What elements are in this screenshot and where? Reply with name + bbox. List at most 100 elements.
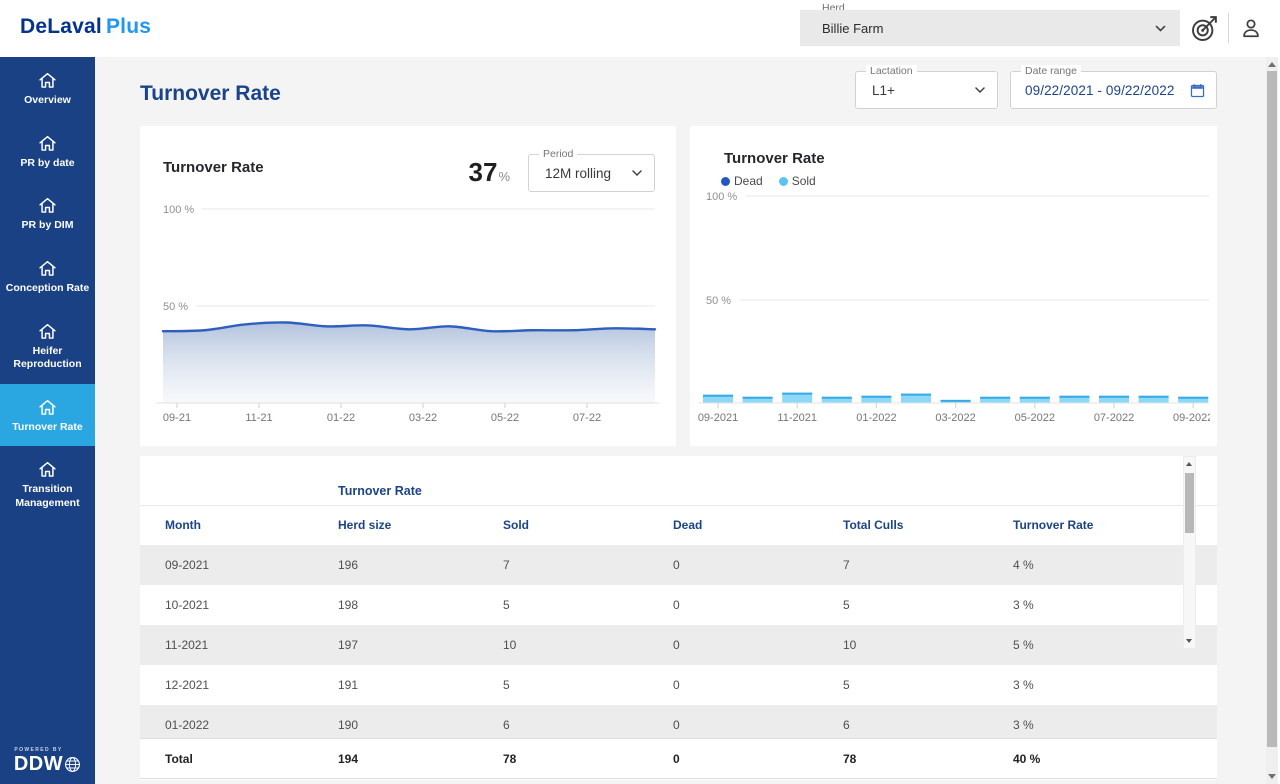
table-cell: 196: [338, 558, 359, 572]
sidebar-item-label: PR by date: [20, 156, 75, 169]
lactation-label: Lactation: [866, 65, 917, 77]
sidebar-item-conception-rate[interactable]: Conception Rate: [0, 245, 95, 308]
table-row: 12-2021 191 5 0 5 3 %: [140, 665, 1217, 705]
home-icon: [39, 462, 56, 478]
total-cell: 194: [338, 751, 359, 766]
table-cell: 11-2021: [165, 638, 209, 652]
globe-icon: [65, 757, 81, 772]
kpi-unit: %: [498, 169, 510, 184]
scroll-down-icon[interactable]: [1268, 774, 1276, 779]
svg-text:11-21: 11-21: [245, 412, 272, 424]
svg-text:11-2021: 11-2021: [777, 412, 817, 424]
svg-text:07-22: 07-22: [573, 412, 601, 424]
table-cell: 5: [503, 598, 510, 612]
period-value: 12M rolling: [545, 165, 612, 181]
total-cell: Total: [165, 751, 193, 766]
logo-plus: Plus: [105, 15, 152, 38]
home-icon: [39, 198, 56, 214]
sidebar-item-transition-management[interactable]: Transition Management: [0, 446, 95, 522]
herd-select-value: Billie Farm: [822, 20, 884, 36]
turnover-rate-bar-card: Turnover Rate Dead Sold 100 % 50 % 09-2021 1…: [690, 126, 1217, 446]
page-scrollbar-thumb[interactable]: [1267, 71, 1277, 747]
chevron-down-icon: [975, 87, 985, 93]
svg-text:09-21: 09-21: [163, 412, 191, 424]
logo-delaval: DeLaval: [20, 15, 102, 38]
user-icon[interactable]: [1238, 15, 1264, 41]
sidebar-item-heifer-reproduction[interactable]: Heifer Reproduction: [0, 308, 95, 384]
column-header: Dead: [673, 518, 703, 532]
table-divider: [140, 505, 1217, 506]
table-cell: 10: [843, 638, 857, 652]
home-icon: [39, 323, 56, 339]
table-cell: 5 %: [1013, 638, 1034, 652]
sidebar-item-pr-by-date[interactable]: PR by date: [0, 120, 95, 183]
legend-item-dead[interactable]: Dead: [721, 174, 763, 188]
app-header: DeLaval Plus Herd Billie Farm: [0, 0, 1280, 57]
svg-text:100 %: 100 %: [163, 204, 194, 216]
table-cell: 3 %: [1013, 598, 1034, 612]
main-content: Turnover Rate Lactation L1+ Date range 0…: [95, 57, 1266, 784]
period-label: Period: [539, 148, 578, 160]
home-icon: [39, 399, 56, 415]
legend-dot: [778, 176, 788, 186]
scroll-up-icon[interactable]: [1268, 62, 1276, 67]
svg-text:100 %: 100 %: [706, 191, 737, 203]
app-logo: DeLaval Plus: [20, 15, 151, 39]
table-header-row: Month Herd size Sold Dead Total Culls Turnove…: [140, 505, 1217, 545]
total-cell: 40 %: [1013, 751, 1041, 766]
date-range-input[interactable]: Date range 09/22/2021 - 09/22/2022: [1010, 65, 1217, 109]
herd-select[interactable]: Billie Farm: [800, 10, 1180, 46]
table-cell: 3 %: [1013, 718, 1034, 732]
table-row: 09-2021 196 7 0 7 4 %: [140, 545, 1217, 585]
svg-text:03-2022: 03-2022: [935, 412, 975, 424]
svg-text:05-2022: 05-2022: [1015, 412, 1055, 424]
legend-label: Sold: [791, 174, 816, 188]
sidebar-item-overview[interactable]: Overview: [0, 57, 95, 120]
table-cell: 5: [843, 678, 850, 692]
sidebar-item-label: PR by DIM: [21, 219, 74, 232]
total-cell: 0: [673, 751, 680, 766]
table-scrollbar[interactable]: [1183, 456, 1196, 649]
svg-text:09-2021: 09-2021: [698, 412, 738, 424]
sidebar-item-pr-by-dim[interactable]: PR by DIM: [0, 182, 95, 245]
svg-text:01-2022: 01-2022: [856, 412, 896, 424]
legend-dot: [721, 176, 730, 186]
table-cell: 09-2021: [165, 558, 210, 572]
scroll-up-icon[interactable]: [1186, 462, 1192, 466]
table-cell: 198: [338, 598, 359, 612]
table-scrollbar-thumb[interactable]: [1185, 473, 1194, 533]
table-cell: 190: [338, 718, 359, 732]
turnover-rate-line-chart: 100 % 50 % 09-21 11-21 01-22 03-22 05-22 07-22: [156, 204, 659, 424]
turnover-rate-kpi: 37%: [469, 157, 510, 188]
period-select[interactable]: Period 12M rolling: [528, 148, 655, 192]
kpi-value: 37: [468, 157, 498, 187]
home-icon: [39, 72, 56, 88]
lactation-select[interactable]: Lactation L1+: [855, 65, 998, 109]
column-header: Total Culls: [843, 518, 904, 532]
table-cell: 0: [673, 718, 680, 732]
header-divider: [1228, 13, 1229, 43]
ddw-brand: DDW: [13, 753, 64, 775]
sidebar-item-turnover-rate[interactable]: Turnover Rate: [0, 383, 95, 447]
page-scrollbar[interactable]: [1266, 57, 1278, 784]
lactation-value: L1+: [872, 82, 895, 98]
chevron-down-icon: [632, 170, 642, 176]
sidebar-item-label: Conception Rate: [5, 281, 90, 294]
date-range-value: 09/22/2021 - 09/22/2022: [1025, 82, 1175, 98]
legend-label: Dead: [734, 174, 763, 188]
table-cell: 7: [843, 558, 850, 572]
svg-text:01-22: 01-22: [327, 412, 355, 424]
table-cell: 7: [503, 558, 510, 572]
home-icon: [39, 260, 56, 276]
legend-item-sold[interactable]: Sold: [778, 174, 816, 188]
svg-text:03-22: 03-22: [409, 412, 437, 424]
turnover-rate-line-card: Turnover Rate 37% Period 12M rolling 100…: [140, 126, 676, 446]
total-cell: 78: [503, 751, 517, 766]
table-total-row: Total 194 78 0 78 40 %: [140, 738, 1217, 779]
calendar-icon[interactable]: [1189, 82, 1206, 99]
page-title: Turnover Rate: [140, 82, 281, 105]
table-cell: 197: [338, 638, 359, 652]
svg-text:09-2022: 09-2022: [1173, 412, 1210, 424]
goal-icon[interactable]: [1190, 14, 1219, 43]
scroll-down-icon[interactable]: [1186, 639, 1192, 643]
